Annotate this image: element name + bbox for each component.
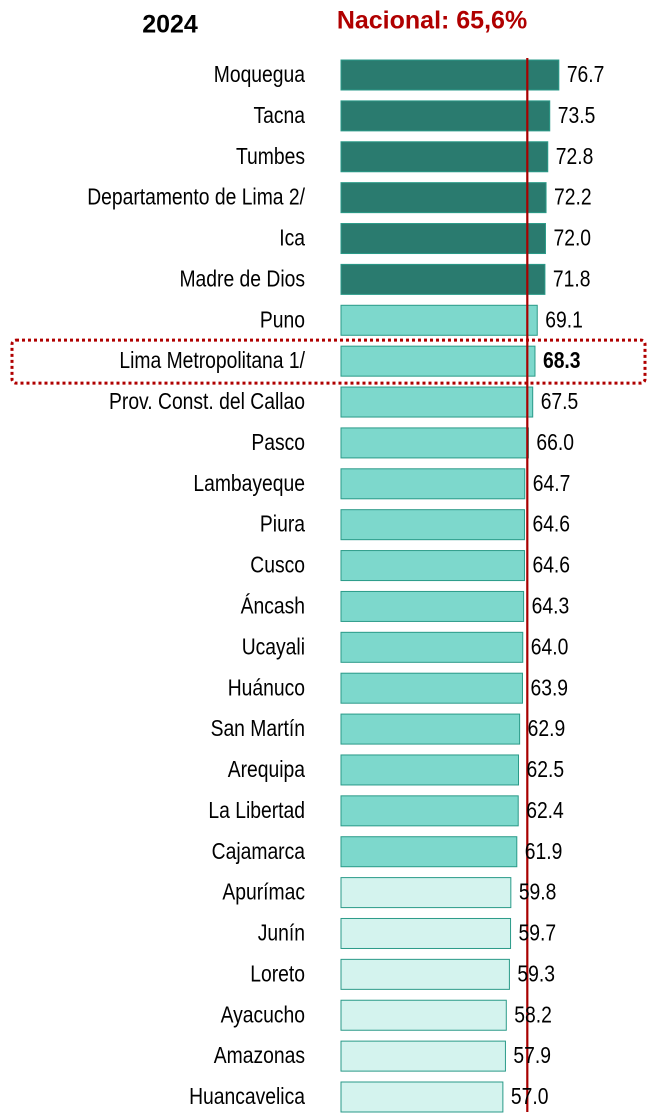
value-label: 66.0 (536, 431, 574, 456)
y-tick-label: Cajamarca (212, 839, 305, 864)
bar (340, 713, 521, 745)
bar (340, 958, 510, 990)
value-label: 71.8 (553, 267, 591, 292)
highlight-box (10, 338, 647, 385)
reference-label: Nacional: 65,6% (337, 7, 527, 35)
value-label: 67.5 (541, 390, 579, 415)
bar (340, 590, 525, 622)
bar (340, 100, 551, 132)
y-tick-label: San Martín (211, 717, 305, 742)
y-tick-label: Pasco (251, 431, 305, 456)
value-label: 62.9 (528, 717, 566, 742)
y-tick-label: Huancavelica (189, 1085, 305, 1110)
y-tick-label: La Libertad (208, 798, 305, 823)
y-tick-label: Ucayali (242, 635, 305, 660)
value-label: 76.7 (567, 63, 605, 88)
bar (340, 795, 519, 827)
y-tick-label: Loreto (250, 962, 305, 987)
value-label: 62.5 (527, 758, 565, 783)
bar (340, 1040, 506, 1072)
value-label: 72.0 (553, 226, 591, 251)
bar (340, 999, 507, 1031)
value-label: 64.6 (532, 553, 570, 578)
bar (340, 631, 524, 663)
bar (340, 672, 523, 704)
bar (340, 141, 549, 173)
value-label: 73.5 (558, 103, 596, 128)
y-tick-label: Tacna (253, 103, 305, 128)
y-tick-label: Áncash (241, 592, 305, 619)
y-tick-label: Cusco (250, 553, 305, 578)
value-label: 63.9 (530, 676, 568, 701)
value-label: 68.3 (543, 349, 581, 374)
bar (340, 386, 534, 418)
y-tick-label: Tumbes (236, 144, 305, 169)
bar (340, 427, 529, 459)
value-label: 58.2 (514, 1003, 552, 1028)
value-label: 64.6 (532, 512, 570, 537)
value-label: 59.7 (519, 921, 557, 946)
labels: Moquegua 76.7 Tacna 73.5 Tumbes 72.8 Departame… (87, 63, 604, 1110)
bar (340, 182, 547, 214)
y-tick-label: Piura (260, 512, 305, 537)
bar (340, 223, 546, 255)
value-label: 62.4 (526, 798, 564, 823)
y-tick-label: Departamento de Lima 2/ (87, 185, 305, 210)
chart-title: 2024 (142, 11, 198, 39)
y-tick-label: Puno (260, 308, 305, 333)
value-label: 57.9 (513, 1044, 551, 1069)
bar (340, 754, 519, 786)
y-tick-label: Apurímac (222, 880, 305, 905)
value-label: 57.0 (511, 1085, 549, 1110)
bar (340, 877, 512, 909)
y-tick-label: Arequipa (228, 758, 305, 783)
bar (340, 1081, 504, 1113)
y-tick-label: Ayacucho (221, 1003, 305, 1028)
y-tick-label: Prov. Const. del Callao (109, 390, 305, 415)
bar (340, 468, 526, 500)
y-tick-label: Moquegua (214, 63, 305, 88)
bar (340, 917, 512, 949)
y-tick-label: Madre de Dios (179, 267, 305, 292)
value-label: 69.1 (545, 308, 583, 333)
y-tick-label: Ica (279, 226, 305, 251)
value-label: 72.2 (554, 185, 592, 210)
y-tick-label: Lima Metropolitana 1/ (119, 349, 305, 374)
y-tick-label: Lambayeque (193, 471, 305, 496)
value-label: 72.8 (556, 144, 594, 169)
value-label: 64.7 (533, 471, 571, 496)
y-tick-label: Junín (258, 921, 305, 946)
bar (340, 263, 546, 295)
value-label: 64.3 (532, 594, 570, 619)
value-label: 61.9 (525, 839, 563, 864)
bar (340, 304, 538, 336)
bar (340, 59, 560, 91)
bar (340, 509, 525, 541)
value-label: 59.3 (517, 962, 555, 987)
bar (340, 836, 518, 868)
y-tick-label: Amazonas (214, 1044, 305, 1069)
y-tick-label: Huánuco (228, 676, 305, 701)
value-label: 64.0 (531, 635, 569, 660)
value-label: 59.8 (519, 880, 557, 905)
bar (340, 550, 525, 582)
bar (340, 345, 536, 377)
